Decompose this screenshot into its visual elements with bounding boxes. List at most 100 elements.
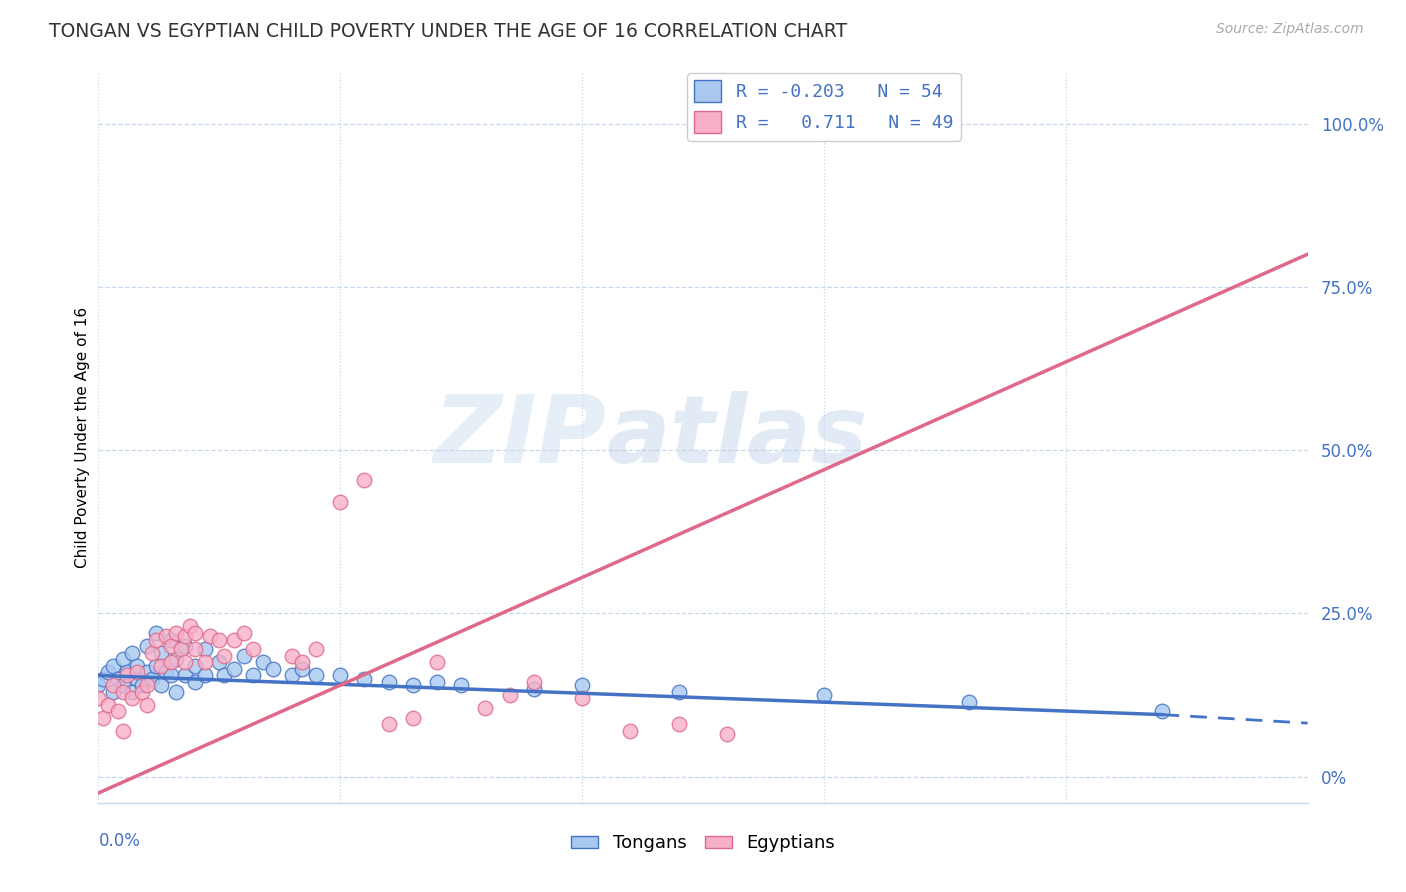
Point [135,665,157,680]
Point [184,675,207,690]
Point [121,685,143,699]
Point [619,723,641,738]
Point [91,672,114,686]
Point [212,648,235,663]
Point [232,648,254,663]
Point [212,668,235,682]
Point [184,658,207,673]
Point [208,656,231,670]
Point [222,662,245,676]
Point [117,665,139,680]
Point [111,652,134,666]
Point [174,639,197,653]
Point [169,642,191,657]
Point [262,662,284,676]
Point [155,629,177,643]
Point [377,717,399,731]
Point [145,658,167,673]
Point [145,632,167,647]
Point [131,678,153,692]
Point [184,642,207,657]
Point [668,685,690,699]
Point [91,711,114,725]
Point [1152,705,1174,719]
Point [198,629,221,643]
Point [329,495,352,509]
Point [329,668,352,682]
Point [232,626,254,640]
Text: 0.0%: 0.0% [98,832,141,850]
Point [305,642,328,657]
Point [290,656,312,670]
Point [426,656,449,670]
Point [145,626,167,640]
Point [165,685,187,699]
Point [174,656,197,670]
Point [353,473,375,487]
Point [101,685,124,699]
Point [141,672,163,686]
Point [101,658,124,673]
Point [160,632,183,647]
Point [402,678,425,692]
Point [160,639,183,653]
Point [174,668,197,682]
Point [160,656,183,670]
Point [242,642,264,657]
Point [107,705,129,719]
Point [111,678,134,692]
Point [141,646,163,660]
Point [402,711,425,725]
Point [101,678,124,692]
Point [957,695,980,709]
Point [377,675,399,690]
Point [87,678,110,692]
Point [117,668,139,682]
Point [194,668,217,682]
Point [127,665,149,680]
Point [716,727,738,741]
Point [174,629,197,643]
Point [281,648,304,663]
Point [281,668,304,682]
Point [668,717,690,731]
Point [155,665,177,680]
Point [165,626,187,640]
Point [813,688,835,702]
Point [194,656,217,670]
Text: TONGAN VS EGYPTIAN CHILD POVERTY UNDER THE AGE OF 16 CORRELATION CHART: TONGAN VS EGYPTIAN CHILD POVERTY UNDER T… [49,22,848,41]
Point [160,668,183,682]
Point [498,688,520,702]
Point [222,632,245,647]
Point [150,678,173,692]
Point [426,675,449,690]
Point [208,632,231,647]
Point [135,639,157,653]
Point [290,662,312,676]
Text: Source: ZipAtlas.com: Source: ZipAtlas.com [1216,22,1364,37]
Point [111,685,134,699]
Point [194,642,217,657]
Point [179,619,201,633]
Point [571,691,593,706]
Point [523,681,546,696]
Point [127,672,149,686]
Point [165,652,187,666]
Point [97,698,120,712]
Point [353,672,375,686]
Text: atlas: atlas [606,391,868,483]
Point [242,668,264,682]
Point [111,723,134,738]
Point [184,626,207,640]
Point [121,691,143,706]
Point [474,701,496,715]
Point [135,698,157,712]
Y-axis label: Child Poverty Under the Age of 16: Child Poverty Under the Age of 16 [75,307,90,567]
Point [150,646,173,660]
Point [127,658,149,673]
Point [97,665,120,680]
Point [305,668,328,682]
Legend: Tongans, Egyptians: Tongans, Egyptians [564,827,842,860]
Point [107,672,129,686]
Point [523,675,546,690]
